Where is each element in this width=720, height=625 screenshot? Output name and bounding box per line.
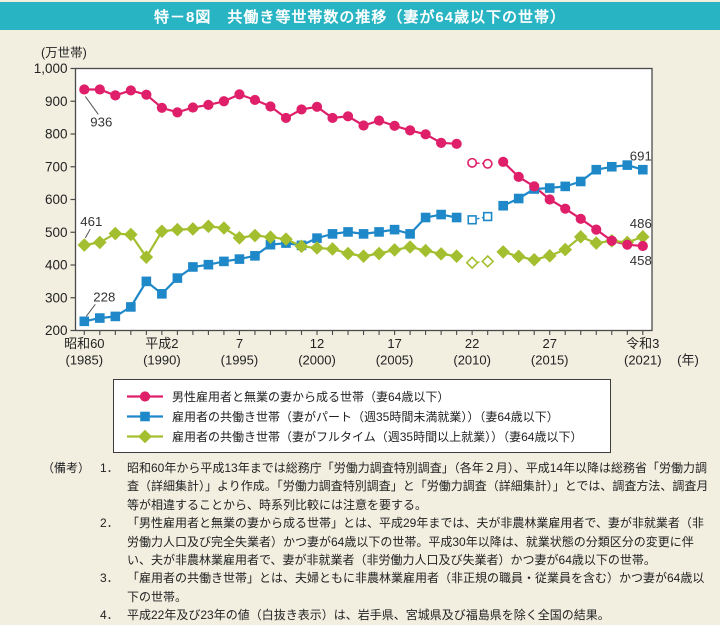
note-text: 平成22年及び23年の値（白抜き表示）は、岩手県、宮城県及び福島県を除く全国の結… (127, 608, 610, 623)
svg-text:461: 461 (80, 214, 102, 229)
note-number: 3． (100, 571, 119, 586)
note-item: 2． 「男性雇用者と無業の妻から成る世帯」とは、平成29年までは、夫が非農林業雇… (100, 514, 710, 569)
svg-text:17: 17 (387, 336, 401, 351)
notes-section: （備考） 1． 昭和60年から平成13年までは総務庁「労働力調査特別調査」（各年… (42, 459, 710, 625)
svg-text:27: 27 (542, 336, 556, 351)
notes-label: （備考） (42, 461, 91, 475)
svg-text:平成2: 平成2 (145, 336, 178, 351)
svg-text:1,000: 1,000 (34, 61, 68, 76)
svg-text:800: 800 (45, 127, 68, 142)
note-number: 2． (100, 516, 119, 531)
svg-text:(2010): (2010) (453, 353, 491, 368)
legend-item-label: 雇用者の共働き世帯（妻がフルタイム（週35時間以上就業））（妻64歳以下） (172, 429, 583, 444)
note-item: 3． 「雇用者の共働き世帯」とは、夫婦ともに非農林業雇用者（非正規の職員・従業員… (100, 569, 710, 606)
legend-item: 雇用者の共働き世帯（妻がフルタイム（週35時間以上就業））（妻64歳以下） (126, 428, 610, 445)
svg-text:500: 500 (45, 225, 68, 240)
note-text: 昭和60年から平成13年までは総務庁「労働力調査特別調査」（各年２月）、平成14… (127, 461, 709, 512)
legend-item: 雇用者の共働き世帯（妻がパート（週35時間未満就業））（妻64歳以下） (126, 408, 610, 425)
svg-text:(2015): (2015) (531, 353, 569, 368)
svg-text:458: 458 (630, 253, 652, 268)
svg-text:691: 691 (630, 149, 652, 164)
svg-text:令和3: 令和3 (626, 336, 659, 351)
figure-title-bar: 特－8図 共働き等世帯数の推移（妻が64歳以下の世帯） (0, 2, 720, 30)
y-axis-unit-label: (万世帯) (41, 46, 87, 60)
circle-marker-icon (126, 390, 164, 403)
svg-text:700: 700 (45, 159, 68, 174)
diamond-marker-icon (126, 429, 164, 443)
svg-text:200: 200 (45, 323, 68, 338)
legend-item-label: 雇用者の共働き世帯（妻がパート（週35時間未満就業））（妻64歳以下） (172, 409, 559, 424)
svg-text:(1995): (1995) (221, 353, 259, 368)
note-text: 「男性雇用者と無業の妻から成る世帯」とは、平成29年までは、夫が非農林業雇用者で… (127, 516, 704, 568)
figure-title: 特－8図 共働き等世帯数の推移（妻が64歳以下の世帯） (153, 8, 567, 26)
svg-text:486: 486 (630, 216, 652, 231)
svg-text:300: 300 (45, 290, 68, 305)
svg-text:600: 600 (45, 192, 68, 207)
legend-item-label: 男性雇用者と無業の妻から成る世帯（妻64歳以下） (172, 389, 450, 404)
note-item: 1． 昭和60年から平成13年までは総務庁「労働力調査特別調査」（各年２月）、平… (100, 459, 710, 514)
svg-text:900: 900 (45, 94, 68, 109)
svg-text:(1985): (1985) (66, 353, 104, 368)
svg-text:12: 12 (310, 336, 324, 351)
svg-text:228: 228 (93, 289, 115, 304)
svg-text:936: 936 (90, 114, 112, 129)
chart-legend: 男性雇用者と無業の妻から成る世帯（妻64歳以下） 雇用者の共働き世帯（妻がパート… (113, 379, 611, 453)
svg-text:(年): (年) (677, 353, 699, 368)
svg-text:400: 400 (45, 258, 68, 273)
svg-text:22: 22 (465, 336, 479, 351)
legend-item: 男性雇用者と無業の妻から成る世帯（妻64歳以下） (126, 388, 610, 405)
svg-text:(2005): (2005) (376, 353, 414, 368)
svg-text:昭和60: 昭和60 (64, 336, 104, 351)
svg-text:7: 7 (236, 336, 243, 351)
square-marker-icon (126, 410, 164, 423)
note-item: 4． 平成22年及び23年の値（白抜き表示）は、岩手県、宮城県及び福島県を除く全… (100, 606, 710, 624)
note-text: 「雇用者の共働き世帯」とは、夫婦ともに非農林業雇用者（非正規の職員・従業員を含む… (127, 571, 705, 604)
note-number: 1． (100, 461, 119, 475)
svg-text:(2021): (2021) (624, 353, 662, 368)
note-number: 4． (100, 608, 119, 623)
svg-text:(1990): (1990) (143, 353, 181, 368)
svg-text:(2000): (2000) (298, 353, 336, 368)
